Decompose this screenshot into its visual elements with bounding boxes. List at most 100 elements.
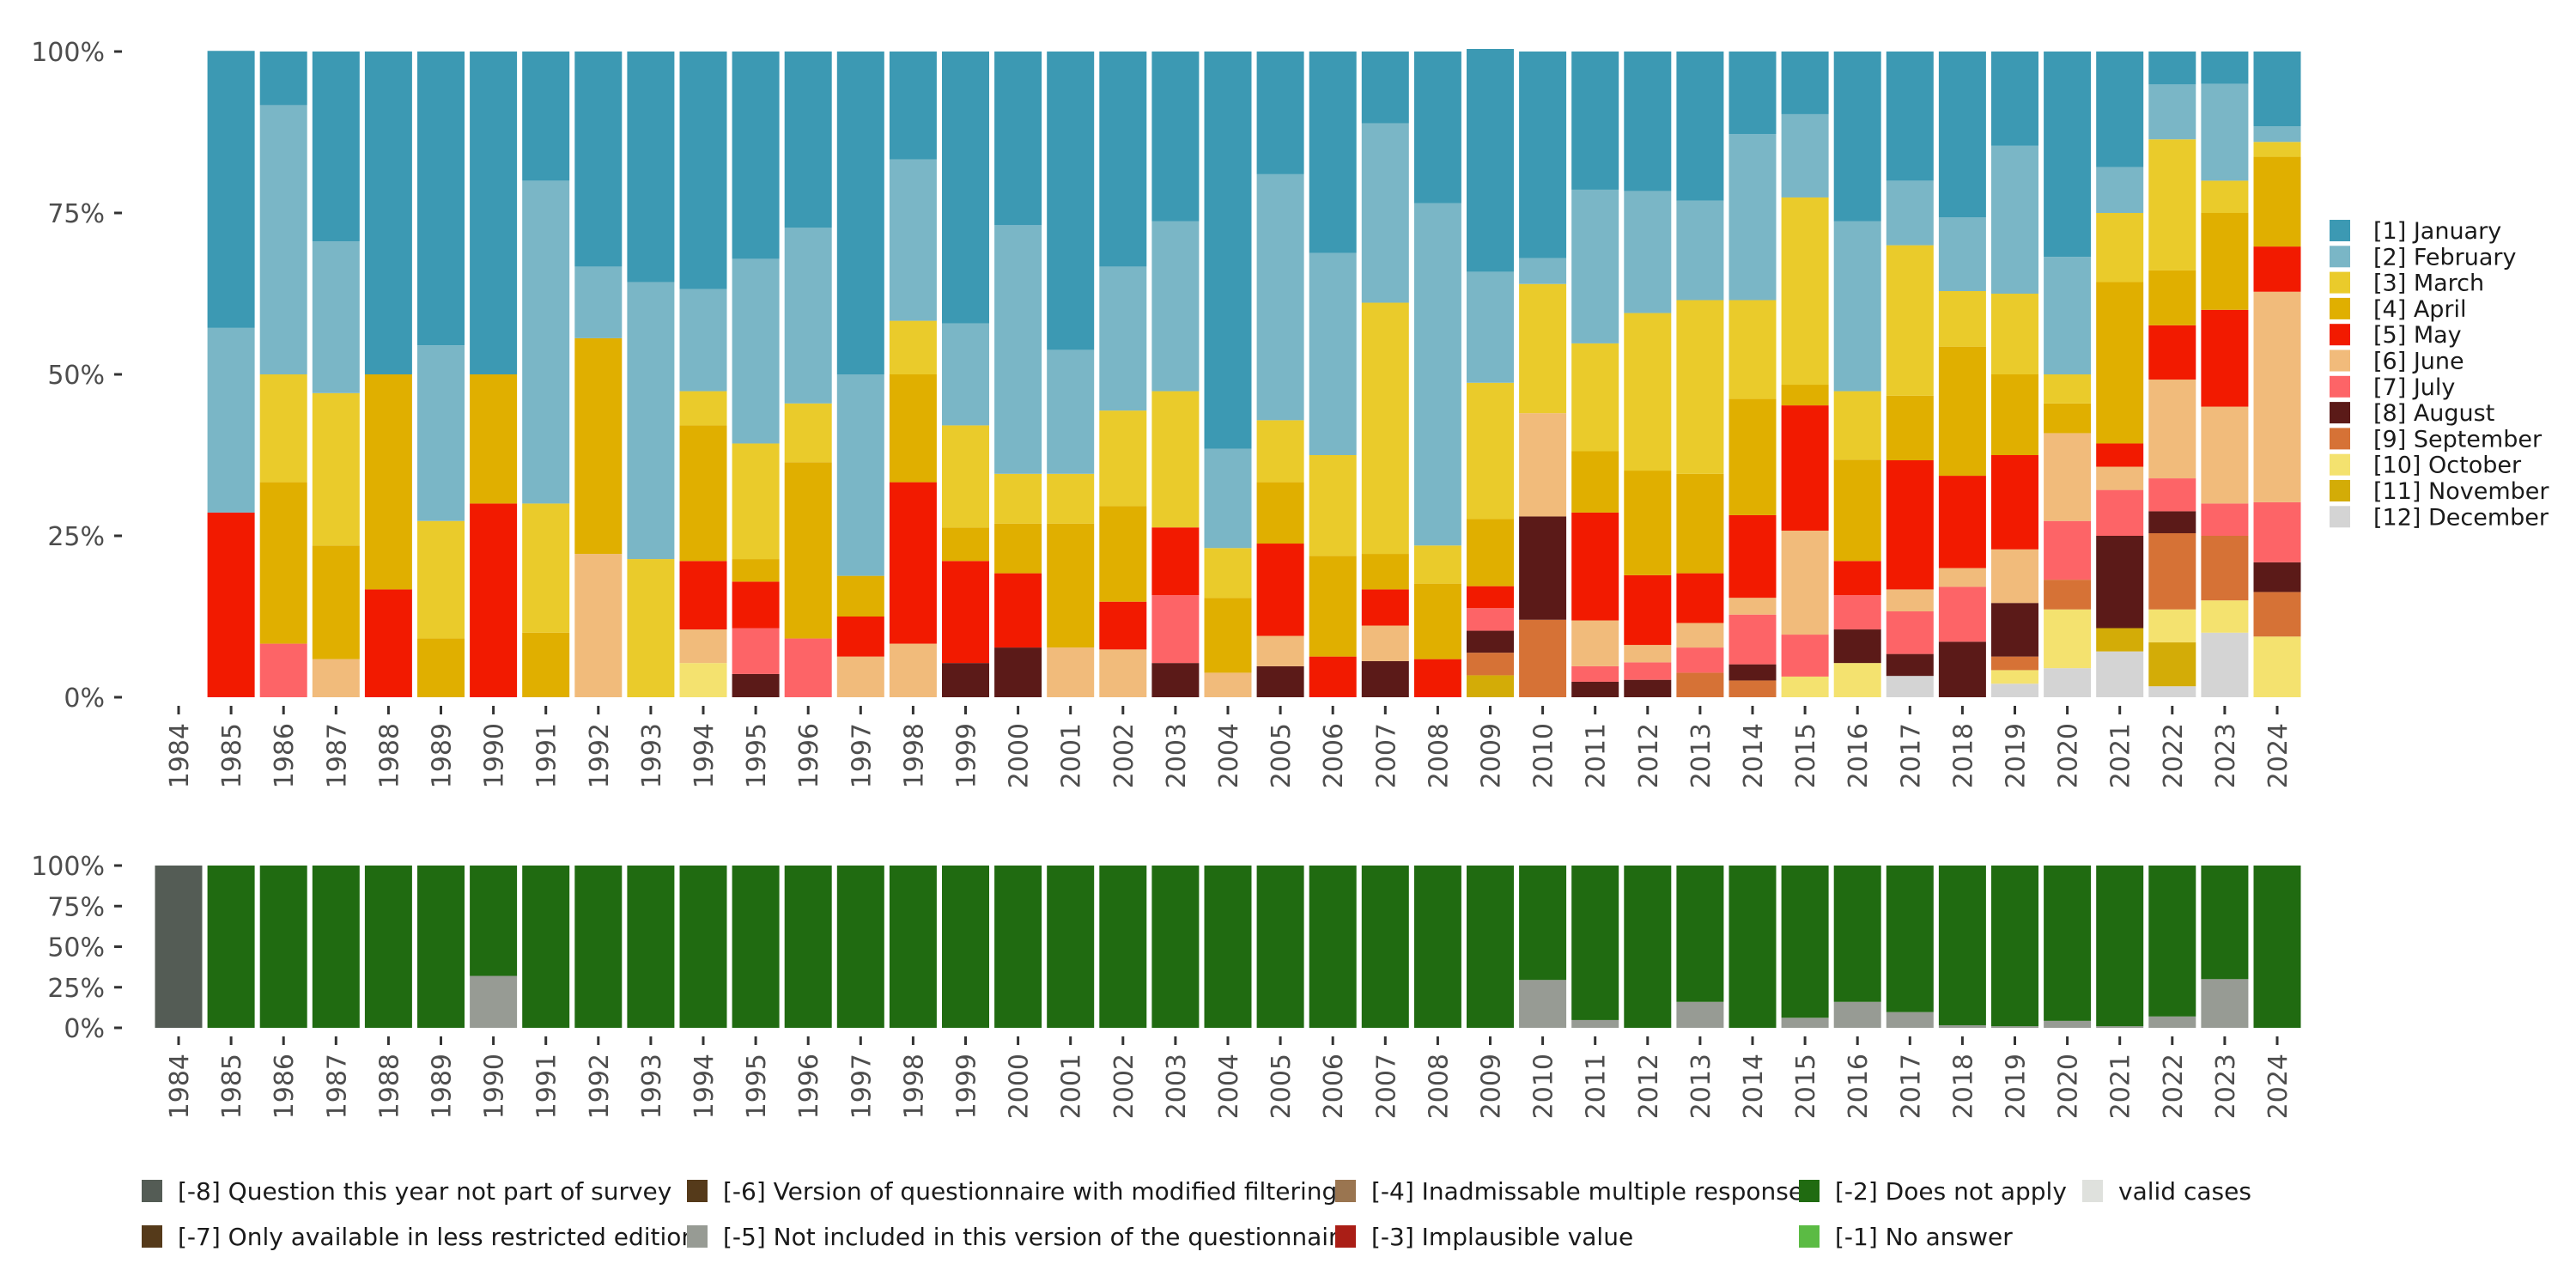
legend-swatch [2330,428,2350,450]
top-bar-segment [574,337,623,555]
top-x-tick-label: 2001 [1057,723,1087,788]
bottom-bar-segment [1676,866,1724,1002]
top-bar-segment [2201,83,2249,181]
top-bar-segment [1151,221,1200,392]
top-bar-segment [364,589,412,697]
top-bar-segment [2148,139,2196,270]
top-x-tick-label: 1996 [794,723,824,788]
top-bar-segment [259,482,307,644]
bottom-x-tick-label: 2023 [2211,1054,2241,1119]
top-bar-segment [312,659,360,697]
top-bar-segment [836,52,884,374]
bottom-x-tick-label: 2012 [1634,1054,1664,1119]
bottom-x-tick-label: 1997 [847,1054,877,1119]
top-bar-segment [1571,665,1619,682]
top-bar-segment [1676,573,1724,623]
top-bar-segment [1624,574,1672,646]
bottom-x-tick-label: 2014 [1739,1054,1769,1119]
top-bar-segment [1833,595,1881,630]
top-x-tick-label: 2024 [2263,723,2293,788]
top-bar-segment [2044,520,2092,580]
top-bar-segment [522,632,570,697]
top-x-tick-label: 2013 [1686,723,1716,788]
bottom-bar-segment [2096,1026,2144,1028]
top-bar-segment [1833,459,1881,562]
top-bar-segment [2253,291,2301,502]
top-y-tick-label: 50% [47,361,105,391]
top-bar-segment [1151,391,1200,528]
top-bar-segment [994,473,1042,524]
bottom-x-tick-label: 2013 [1686,1054,1716,1119]
bottom-bar-segment [627,866,675,1028]
top-bar-segment [994,573,1042,648]
top-x-tick-label: 1994 [690,723,720,788]
top-bar-segment [2201,213,2249,310]
top-bar-segment [1886,460,1934,590]
top-bar-segment [2253,156,2301,247]
bottom-x-tick-label: 1994 [690,1054,720,1119]
top-bar-segment [994,647,1042,697]
bottom-bar-segment [2201,866,2249,980]
bottom-bar-segment [1728,866,1777,1028]
top-bar-segment [2201,600,2249,633]
top-bar-segment [1361,123,1409,303]
top-bar-segment [679,663,727,697]
bottom-x-tick-label: 1995 [742,1054,772,1119]
bottom-bar-segment [1047,866,1095,1028]
top-bar-segment [1099,266,1147,411]
legend-swatch [1335,1180,1356,1202]
top-x-tick-label: 2000 [1005,723,1035,788]
top-bar-segment [1886,245,1934,396]
bottom-bar-segment [1676,1001,1724,1028]
bottom-bar-segment [889,866,937,1028]
top-bar-segment [1099,52,1147,267]
top-bar-segment [1781,530,1829,635]
bottom-x-tick-label: 2008 [1424,1054,1454,1119]
legend-label: [9] September [2373,426,2543,453]
top-bar-segment [1361,660,1409,697]
top-x-tick-label: 2020 [2054,723,2084,788]
legend-swatch [2330,246,2350,268]
top-bar-segment [732,628,780,674]
bottom-x-tick-label: 2004 [1214,1054,1244,1119]
top-bar-segment [1309,656,1357,697]
bottom-bar-segment [836,866,884,1028]
top-bar-segment [1624,52,1672,191]
top-bar-segment [417,520,465,639]
top-bar-segment [1676,623,1724,648]
legend-label: [-3] Implausible value [1371,1223,1633,1251]
bottom-bar-segment [1151,866,1200,1028]
top-bar-segment [1728,598,1777,615]
top-bar-segment [312,545,360,659]
legend-label: [-8] Question this year not part of surv… [178,1177,671,1206]
top-x-tick-label: 2007 [1371,723,1401,788]
bottom-x-tick-label: 2016 [1844,1054,1874,1119]
top-bar-segment [2253,126,2301,143]
top-bar-segment [1833,391,1881,460]
bottom-x-tick-label: 2007 [1371,1054,1401,1119]
bottom-bar-segment [994,866,1042,1028]
bottom-bar-segment [1833,866,1881,1002]
top-bar-segment [1676,473,1724,574]
top-bar-segment [2201,632,2249,697]
bottom-bar-segment [679,866,727,1028]
bottom-bar-segment [732,866,780,1028]
top-bar-segment [1728,680,1777,697]
top-bar-segment [1413,583,1461,659]
top-bar-segment [2148,609,2196,643]
top-x-tick-label: 1991 [532,723,562,788]
top-bar-segment [1833,561,1881,596]
legend-label: [7] July [2373,374,2455,401]
top-bar-segment [1781,405,1829,531]
legend-swatch [2330,402,2350,424]
legend-swatch [1799,1225,1820,1248]
legend-swatch [687,1180,708,1202]
top-x-tick-label: 1990 [480,723,510,788]
top-bar-segment [1256,173,1304,421]
top-bar-segment [522,52,570,181]
top-bar-segment [1571,681,1619,697]
top-bar-segment [2253,142,2301,157]
legend-swatch [2330,349,2350,372]
top-bar-segment [1151,527,1200,596]
top-bar-segment [2148,642,2196,687]
